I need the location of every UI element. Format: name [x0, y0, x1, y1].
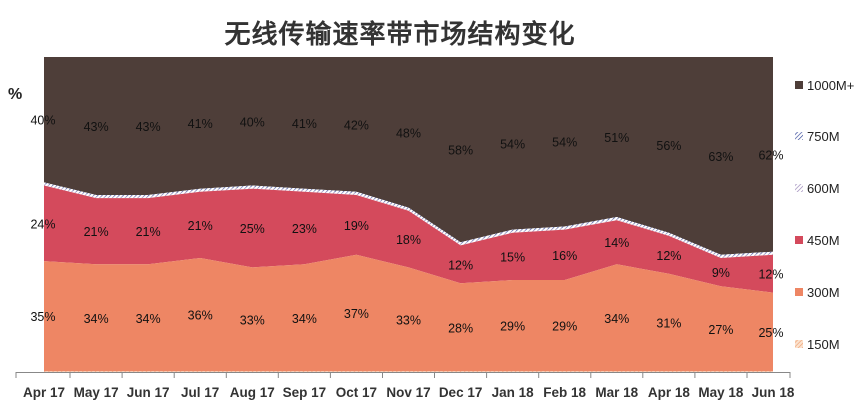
data-label-1000m-11: 51%: [604, 131, 629, 145]
data-label-450m-13: 9%: [712, 266, 730, 280]
data-label-300m-12: 31%: [656, 317, 681, 331]
x-tick-label-dec-17: Dec 17: [439, 385, 483, 400]
x-tick-label-oct-17: Oct 17: [336, 385, 377, 400]
data-label-1000m-3: 41%: [188, 117, 213, 131]
x-tick-label-jan-18: Jan 18: [492, 385, 535, 400]
data-label-layer: 35% 34% 34% 36% 33% 34% 37% 33% 28% 29% 29% 34% 31% 2…: [30, 114, 783, 340]
data-label-450m-12: 12%: [656, 249, 681, 263]
legend-label-1000m: 1000M+: [807, 78, 854, 93]
legend-swatch-300m: [795, 288, 803, 296]
data-label-1000m-2: 43%: [136, 120, 161, 134]
data-label-1000m-10: 54%: [552, 136, 577, 150]
area-450m: [44, 185, 773, 293]
data-label-450m-10: 16%: [552, 249, 577, 263]
data-label-450m-0: 24%: [30, 217, 55, 231]
data-label-300m-14: 25%: [758, 326, 783, 340]
x-tick-label-jun-17: Jun 17: [127, 385, 170, 400]
data-label-300m-9: 29%: [500, 320, 525, 334]
data-label-450m-9: 15%: [500, 250, 525, 264]
legend-swatch-750m: [795, 132, 803, 140]
legend-swatch-450m: [795, 236, 803, 244]
data-label-300m-7: 33%: [396, 313, 421, 327]
legend-swatch-600m: [795, 184, 803, 192]
legend-swatch-150m: [795, 340, 803, 348]
data-label-300m-0: 35%: [30, 310, 55, 324]
data-label-300m-13: 27%: [708, 323, 733, 337]
x-tick-label-apr-17: Apr 17: [23, 385, 65, 400]
data-label-300m-10: 29%: [552, 320, 577, 334]
data-label-450m-4: 25%: [240, 222, 265, 236]
data-label-1000m-1: 43%: [84, 120, 109, 134]
x-tick-label-sep-17: Sep 17: [283, 385, 327, 400]
data-label-1000m-6: 42%: [344, 118, 369, 132]
data-label-1000m-13: 63%: [708, 150, 733, 164]
x-tick-label-mar-18: Mar 18: [595, 385, 638, 400]
data-label-300m-6: 37%: [344, 307, 369, 321]
data-label-1000m-4: 40%: [240, 115, 265, 129]
y-axis-unit-label: %: [8, 86, 23, 103]
data-label-1000m-12: 56%: [656, 139, 681, 153]
chart-title: 无线传输速率带市场结构变化: [224, 20, 576, 50]
legend-label-150m: 150M: [807, 337, 840, 352]
data-label-300m-8: 28%: [448, 321, 473, 335]
legend-label-300m: 300M: [807, 285, 840, 300]
x-tick-label-apr-18: Apr 18: [648, 385, 691, 400]
data-label-300m-3: 36%: [188, 309, 213, 323]
data-label-1000m-0: 40%: [30, 114, 55, 128]
data-label-450m-6: 19%: [344, 219, 369, 233]
data-label-450m-3: 21%: [188, 219, 213, 233]
area-150m: [44, 371, 773, 372]
data-label-1000m-9: 54%: [500, 137, 525, 151]
data-label-450m-7: 18%: [396, 233, 421, 247]
data-label-300m-2: 34%: [136, 312, 161, 326]
legend-label-750m: 750M: [807, 129, 840, 144]
data-label-300m-5: 34%: [292, 312, 317, 326]
x-tick-label-jun-18: Jun 18: [752, 385, 795, 400]
x-tick-label-jul-17: Jul 17: [181, 385, 219, 400]
data-label-450m-2: 21%: [136, 225, 161, 239]
data-label-450m-11: 14%: [604, 236, 629, 250]
area-300m: [44, 254, 773, 372]
data-label-1000m-5: 41%: [292, 117, 317, 131]
x-axis: Apr 17 May 17 Jun 17 Jul 17 Aug 17 Sep 17 Oct …: [15, 372, 795, 400]
data-label-300m-11: 34%: [604, 312, 629, 326]
x-tick-label-aug-17: Aug 17: [230, 385, 275, 400]
data-label-450m-14: 12%: [758, 268, 783, 282]
data-label-450m-1: 21%: [84, 225, 109, 239]
data-label-450m-8: 12%: [448, 258, 473, 272]
x-tick-label-may-17: May 17: [74, 385, 119, 400]
legend-swatch-1000m: [795, 81, 803, 89]
data-label-300m-1: 34%: [84, 312, 109, 326]
x-tick-label-feb-18: Feb 18: [543, 385, 586, 400]
data-label-1000m-14: 62%: [758, 148, 783, 162]
area-1000m: [44, 57, 773, 255]
legend-label-450m: 450M: [807, 233, 840, 248]
legend-label-600m: 600M: [807, 181, 840, 196]
x-tick-label-may-18: May 18: [698, 385, 744, 400]
area-layer: [44, 57, 773, 372]
data-label-1000m-8: 58%: [448, 144, 473, 158]
data-label-300m-4: 33%: [240, 313, 265, 327]
data-label-1000m-7: 48%: [396, 126, 421, 140]
x-tick-label-nov-17: Nov 17: [386, 385, 430, 400]
legend: 1000M+ 750M 600M 450M 300M 150M: [795, 78, 854, 352]
data-label-450m-5: 23%: [292, 222, 317, 236]
